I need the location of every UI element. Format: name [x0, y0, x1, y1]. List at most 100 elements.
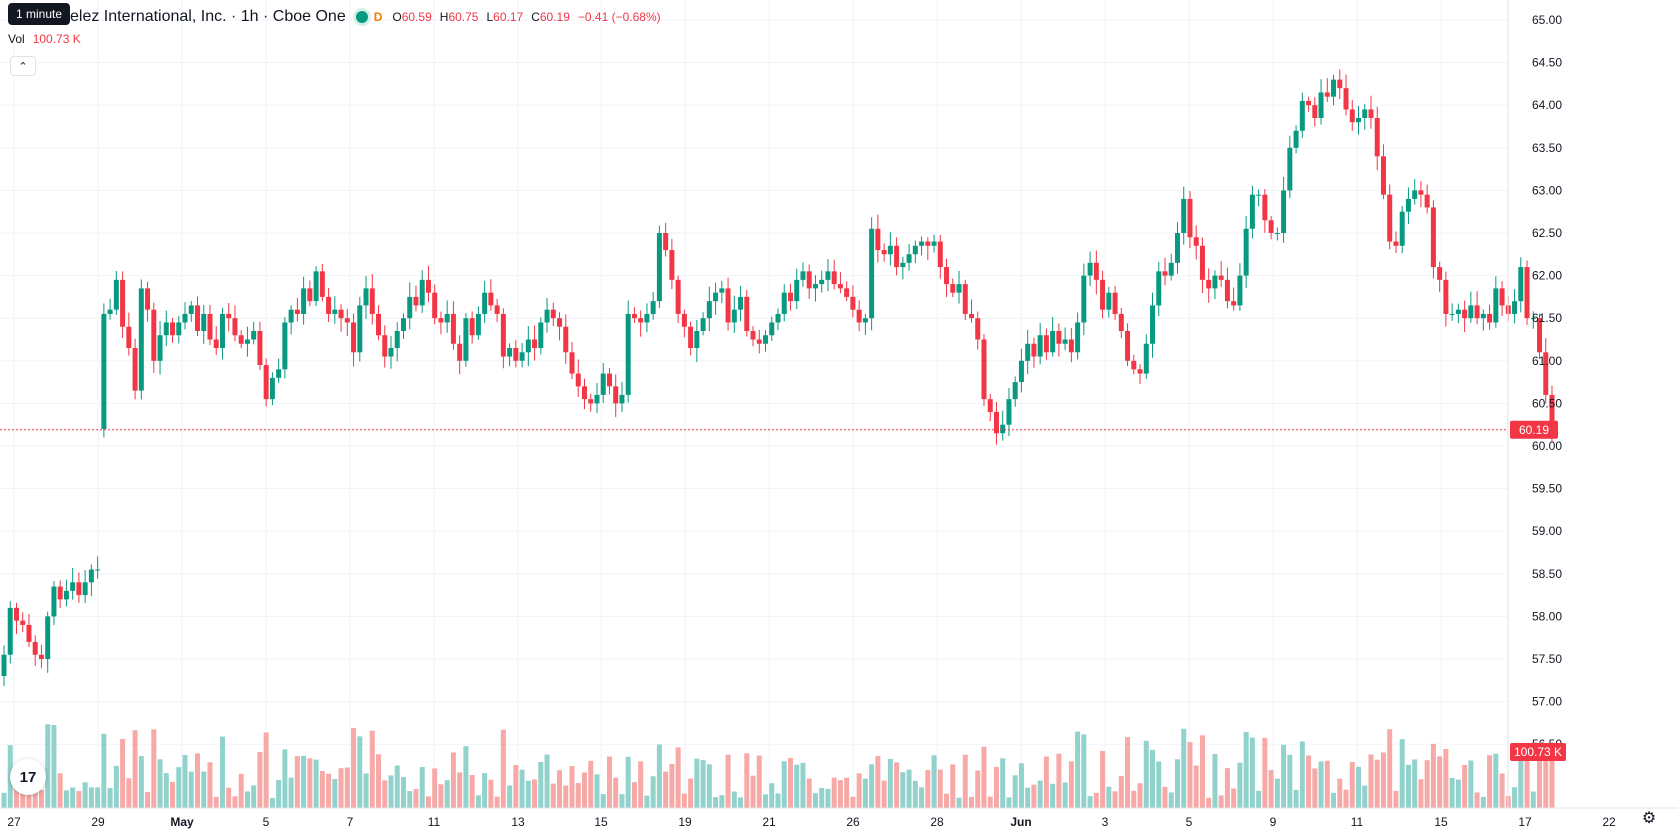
candle-body — [1037, 335, 1043, 357]
candle-body — [700, 318, 706, 331]
candle-body — [1468, 305, 1474, 319]
volume-bar — [713, 797, 719, 808]
volume-bar — [825, 788, 831, 808]
volume-bar — [1131, 790, 1137, 808]
candle-body — [1331, 79, 1337, 97]
candle-body — [438, 318, 444, 323]
candle-body — [919, 241, 925, 246]
candle-body — [887, 245, 893, 255]
candle-body — [95, 569, 101, 571]
candle-body — [800, 271, 806, 280]
chevron-up-icon: ⌃ — [18, 60, 28, 73]
volume-bar — [812, 793, 818, 808]
candle-body — [226, 313, 232, 319]
tradingview-logo-icon[interactable]: 17 — [10, 759, 46, 795]
price-tick-label: 62.50 — [1532, 226, 1562, 240]
candle-body — [738, 296, 744, 310]
volume-bar — [525, 780, 531, 808]
candle-body — [482, 292, 488, 314]
volume-bar — [912, 780, 918, 808]
volume-bar — [594, 774, 600, 808]
candle-body — [1362, 109, 1368, 118]
volume-bar — [894, 762, 900, 808]
volume-bar — [719, 795, 725, 808]
volume-bar — [1293, 789, 1299, 808]
candle-body — [1537, 318, 1543, 353]
volume-legend: Vol 100.73 K — [8, 32, 81, 46]
volume-bar — [1168, 792, 1174, 808]
candle-body — [120, 279, 126, 327]
candle-body — [113, 279, 119, 310]
volume-bar — [557, 770, 563, 808]
data-delay-badge: D — [373, 10, 383, 24]
candle-body — [1150, 305, 1156, 344]
volume-bar — [1512, 787, 1518, 808]
gear-icon[interactable]: ⚙ — [1641, 810, 1657, 827]
volume-bar — [588, 760, 594, 808]
candle-body — [363, 288, 369, 306]
candle-body — [182, 313, 188, 323]
volume-bar — [1430, 743, 1436, 808]
candle-body — [1281, 190, 1287, 233]
candle-body — [407, 296, 413, 319]
time-tick-label: 15 — [1434, 815, 1448, 829]
candle-body — [213, 339, 219, 349]
volume-bar — [1237, 762, 1243, 808]
candle-body — [444, 313, 450, 323]
symbol-legend: elez International, Inc. · 1h · Cboe One… — [8, 6, 661, 28]
candle-body — [993, 411, 999, 434]
candle-body — [1356, 117, 1361, 123]
candle-body — [38, 654, 44, 659]
candle-body — [900, 262, 906, 268]
volume-bar — [1006, 797, 1012, 808]
volume-bar — [1499, 773, 1505, 808]
volume-bar — [1281, 744, 1287, 808]
time-tick-label: 5 — [1186, 815, 1193, 829]
volume-bar — [1187, 742, 1193, 808]
volume-bar — [1437, 756, 1443, 808]
candle-body — [1031, 343, 1037, 357]
candle-body — [756, 339, 762, 344]
volume-bar — [382, 780, 388, 808]
candle-body — [1125, 330, 1131, 361]
price-axis[interactable]: 65.00 64.50 64.00 63.50 63.00 62.50 62.00 61.50… — [1507, 0, 1562, 808]
volume-bar — [669, 763, 675, 808]
candle-body — [1143, 343, 1149, 374]
time-tick-label: 26 — [846, 815, 860, 829]
volume-bar — [869, 764, 875, 808]
volume-bar — [837, 780, 843, 808]
volume-bar — [775, 793, 781, 808]
candle-body — [1430, 207, 1436, 268]
candle-body — [469, 318, 475, 336]
candle-body — [969, 313, 974, 319]
candle-body — [787, 292, 793, 302]
candle-body — [157, 335, 163, 361]
volume-bar — [519, 769, 525, 808]
time-axis[interactable]: 27 29 May 5 7 11 13 15 19 21 26 28 Jun 3 5 9 11 15 17 22 — [0, 807, 1678, 829]
candle-body — [881, 250, 887, 255]
candle-body — [1056, 330, 1062, 344]
candle-body — [294, 309, 300, 314]
candle-body — [101, 313, 107, 429]
volume-bar — [1231, 788, 1237, 808]
symbol-title[interactable]: elez International, Inc. · 1h · Cboe One — [70, 8, 346, 25]
candle-body — [419, 279, 425, 306]
candle-body — [582, 386, 587, 400]
candle-body — [76, 582, 82, 596]
collapse-legend-button[interactable]: ⌃ — [10, 56, 36, 76]
market-status[interactable]: D — [355, 10, 383, 24]
candle-body — [432, 292, 438, 319]
candle-body — [950, 284, 956, 293]
candle-body — [332, 309, 338, 314]
volume-bar — [407, 791, 413, 808]
candle-body — [538, 322, 544, 349]
candle-body — [575, 373, 581, 387]
volume-bar — [357, 736, 363, 808]
volume-bar — [1518, 743, 1524, 808]
volume-bar — [301, 755, 307, 808]
volume-bar — [1331, 792, 1337, 808]
volume-bar — [444, 780, 450, 808]
time-tick-label: 17 — [1518, 815, 1532, 829]
volume-bar — [1081, 734, 1087, 808]
